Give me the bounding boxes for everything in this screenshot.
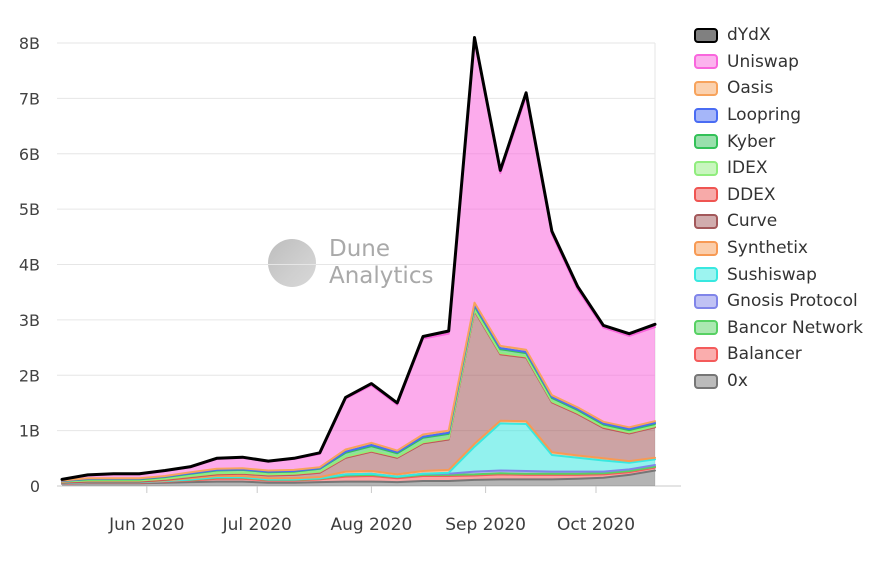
line-idex (61, 308, 656, 483)
legend-item-balancer[interactable]: Balancer (694, 341, 863, 368)
legend-swatch-icon (694, 373, 718, 389)
watermark-line1: Dune (329, 236, 391, 262)
legend-swatch-icon (694, 134, 718, 150)
legend-item-bancor-network[interactable]: Bancor Network (694, 315, 863, 342)
legend-label: Curve (727, 211, 778, 232)
legend-label: 0x (727, 371, 748, 392)
legend-swatch-icon (694, 27, 718, 43)
area-curve[interactable] (62, 311, 655, 483)
legend-swatch-icon (694, 320, 718, 336)
legend-label: Balancer (727, 344, 802, 365)
y-axis-label: 3B (19, 311, 40, 330)
y-axis-label: 2B (19, 366, 40, 385)
x-axis-label: Jun 2020 (108, 515, 184, 535)
x-axis-label: Aug 2020 (330, 515, 412, 535)
legend-item-loopring[interactable]: Loopring (694, 102, 863, 129)
y-axis-label: 0 (30, 477, 40, 496)
watermark-line2: Analytics (329, 263, 434, 289)
x-axis-label: Oct 2020 (557, 515, 635, 535)
area-sushiswap[interactable] (62, 423, 655, 484)
y-axis-label: 5B (19, 200, 40, 219)
legend-label: Bancor Network (727, 317, 863, 338)
dune-logo-icon (268, 239, 316, 287)
legend-swatch-icon (694, 346, 718, 362)
legend-item-gnosis-protocol[interactable]: Gnosis Protocol (694, 288, 863, 315)
legend-label: IDEX (727, 158, 768, 179)
legend: dYdX Uniswap Oasis Loopring Kyber IDEX DDEX Cur… (694, 22, 863, 394)
legend-swatch-icon (694, 107, 718, 123)
legend-label: Synthetix (727, 238, 808, 259)
watermark: Dune Analytics (268, 236, 433, 290)
line-dydx (60, 36, 657, 481)
x-axis-label: Jul 2020 (222, 515, 292, 535)
legend-label: DDEX (727, 184, 776, 205)
legend-label: Uniswap (727, 51, 799, 72)
legend-swatch-icon (694, 187, 718, 203)
legend-item-ddex[interactable]: DDEX (694, 182, 863, 209)
legend-item-kyber[interactable]: Kyber (694, 128, 863, 155)
y-axis-label: 4B (19, 256, 40, 275)
legend-item-idex[interactable]: IDEX (694, 155, 863, 182)
x-axis-label: Sep 2020 (445, 515, 526, 535)
legend-swatch-icon (694, 293, 718, 309)
legend-item-dydx[interactable]: dYdX (694, 22, 863, 49)
y-axis-label: 8B (19, 34, 40, 53)
legend-swatch-icon (694, 213, 718, 229)
legend-label: Loopring (727, 105, 802, 126)
legend-item-oasis[interactable]: Oasis (694, 75, 863, 102)
legend-label: Oasis (727, 78, 774, 99)
legend-item-uniswap[interactable]: Uniswap (694, 49, 863, 76)
legend-swatch-icon (694, 54, 718, 70)
y-axis-label: 7B (19, 89, 40, 108)
legend-item-sushiswap[interactable]: Sushiswap (694, 261, 863, 288)
legend-item-curve[interactable]: Curve (694, 208, 863, 235)
legend-swatch-icon (694, 160, 718, 176)
legend-label: dYdX (727, 25, 771, 46)
legend-label: Gnosis Protocol (727, 291, 858, 312)
legend-label: Sushiswap (727, 264, 817, 285)
legend-swatch-icon (694, 240, 718, 256)
legend-item-0x[interactable]: 0x (694, 368, 863, 395)
y-axis-label: 6B (19, 145, 40, 164)
y-axis-label: 1B (19, 422, 40, 441)
legend-swatch-icon (694, 267, 718, 283)
watermark-text: Dune Analytics (329, 236, 433, 290)
legend-item-synthetix[interactable]: Synthetix (694, 235, 863, 262)
legend-swatch-icon (694, 80, 718, 96)
legend-label: Kyber (727, 131, 776, 152)
line-oasis (61, 301, 656, 482)
